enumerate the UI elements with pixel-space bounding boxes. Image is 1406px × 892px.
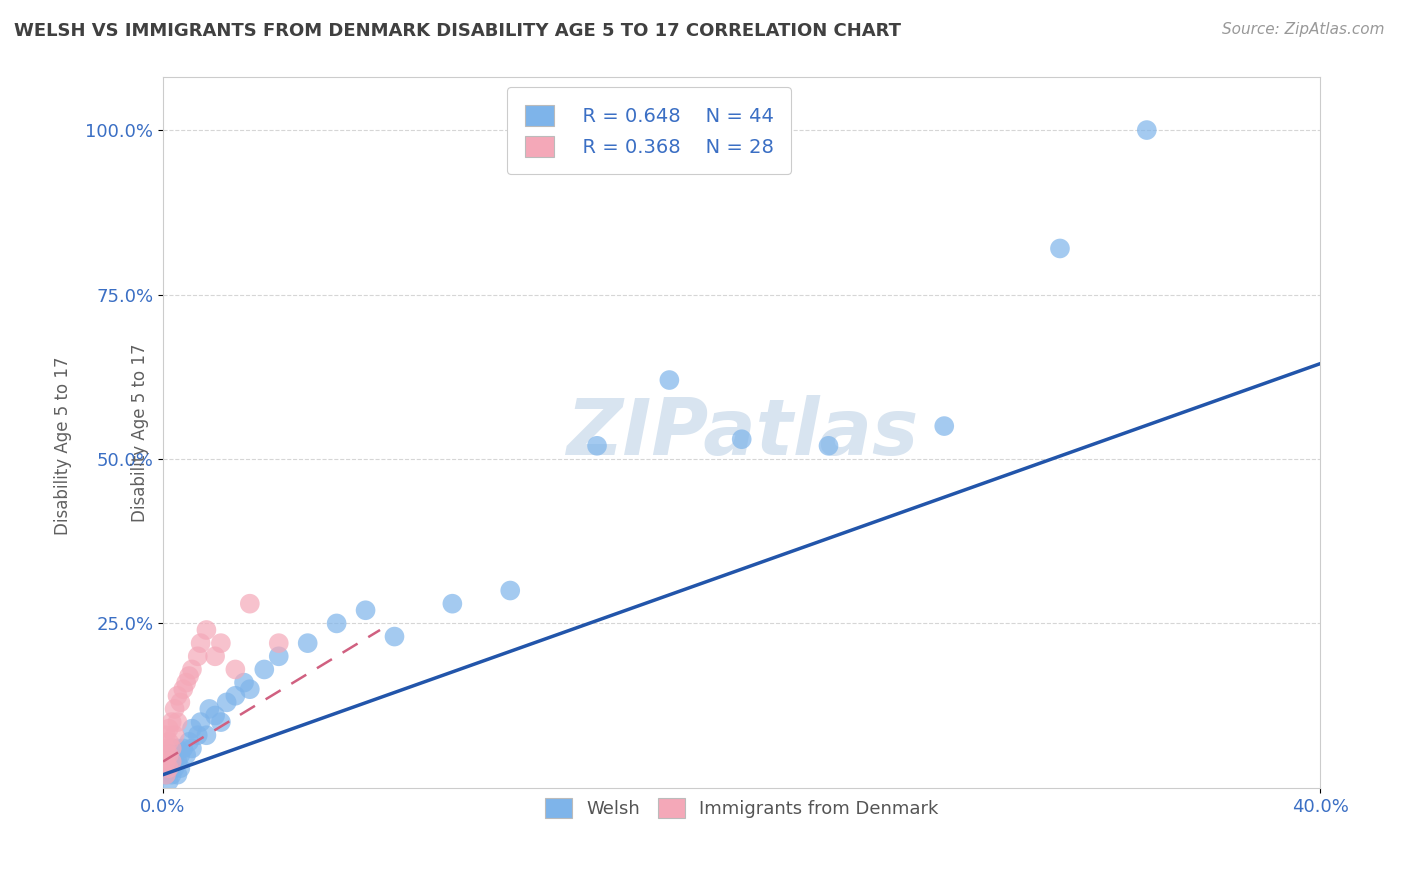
Point (172, 741, 194, 756)
Point (354, 603, 377, 617)
Point (187, 649, 209, 664)
Point (190, 636, 212, 650)
Point (169, 695, 191, 709)
Legend: Welsh, Immigrants from Denmark: Welsh, Immigrants from Denmark (537, 790, 946, 825)
Point (731, 432, 754, 446)
Point (239, 597, 262, 611)
Point (209, 636, 232, 650)
Point (166, 689, 188, 703)
Point (233, 675, 256, 690)
Point (441, 597, 464, 611)
Point (155, 768, 177, 782)
Point (155, 755, 177, 769)
Point (160, 768, 183, 782)
Point (204, 708, 226, 723)
Point (174, 747, 197, 762)
Point (160, 755, 183, 769)
Point (163, 728, 186, 742)
Point (160, 741, 183, 756)
Text: Disability Age 5 to 17: Disability Age 5 to 17 (55, 357, 72, 535)
Point (160, 741, 183, 756)
Point (325, 616, 347, 631)
Point (166, 768, 188, 782)
Point (163, 761, 186, 775)
Point (172, 682, 194, 697)
Point (215, 695, 238, 709)
Point (499, 583, 522, 598)
Y-axis label: Disability Age 5 to 17: Disability Age 5 to 17 (131, 343, 149, 522)
Text: Source: ZipAtlas.com: Source: ZipAtlas.com (1222, 22, 1385, 37)
Point (166, 755, 188, 769)
Point (187, 728, 209, 742)
Point (224, 689, 246, 703)
Text: ZIPatlas: ZIPatlas (565, 394, 918, 471)
Point (155, 768, 177, 782)
Point (155, 741, 177, 756)
Point (157, 774, 180, 789)
Point (181, 741, 204, 756)
Point (177, 669, 200, 683)
Point (157, 761, 180, 775)
Point (174, 675, 197, 690)
Point (155, 755, 177, 769)
Point (157, 722, 180, 736)
Point (166, 715, 188, 730)
Point (253, 663, 276, 677)
Point (163, 702, 186, 716)
Point (204, 649, 226, 664)
Point (166, 741, 188, 756)
Point (190, 715, 212, 730)
Point (224, 663, 246, 677)
Point (160, 755, 183, 769)
Point (198, 702, 221, 716)
Point (817, 439, 839, 453)
Point (157, 735, 180, 749)
Point (239, 682, 262, 697)
Point (169, 761, 191, 775)
Point (195, 623, 218, 637)
Point (160, 715, 183, 730)
Point (195, 728, 218, 742)
Point (181, 722, 204, 736)
Point (155, 728, 177, 742)
Point (181, 663, 204, 677)
Point (209, 715, 232, 730)
Point (1136, 123, 1159, 137)
Point (163, 747, 186, 762)
Point (267, 649, 290, 664)
Point (1049, 242, 1071, 256)
Point (586, 439, 609, 453)
Point (658, 373, 681, 387)
Text: WELSH VS IMMIGRANTS FROM DENMARK DISABILITY AGE 5 TO 17 CORRELATION CHART: WELSH VS IMMIGRANTS FROM DENMARK DISABIL… (14, 22, 901, 40)
Point (157, 747, 180, 762)
Point (297, 636, 319, 650)
Point (169, 747, 191, 762)
Point (177, 735, 200, 749)
Point (384, 630, 406, 644)
Point (267, 636, 290, 650)
Point (934, 419, 956, 434)
Point (157, 761, 180, 775)
